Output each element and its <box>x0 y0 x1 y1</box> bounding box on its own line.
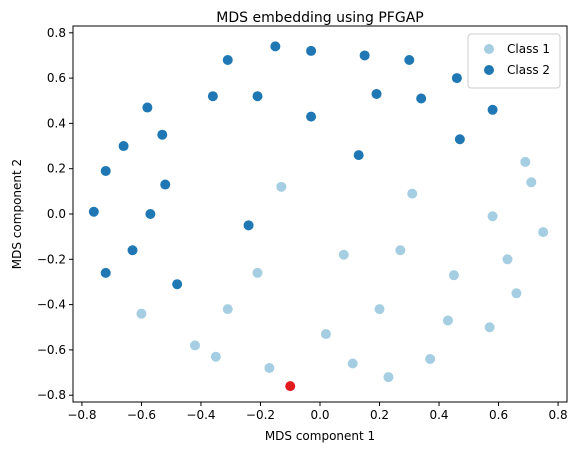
x-tick-label: −0.4 <box>186 408 215 422</box>
data-point-class-1 <box>190 340 201 351</box>
chart-title: MDS embedding using PFGAP <box>216 10 423 26</box>
x-tick-label: −0.8 <box>67 408 96 422</box>
data-point-class-2 <box>416 93 427 104</box>
x-tick-label: 0.0 <box>310 408 329 422</box>
data-point-class-1 <box>383 372 394 383</box>
data-point-class-1 <box>538 227 549 238</box>
data-point-class-1 <box>210 351 221 362</box>
data-point-class-1 <box>511 288 522 299</box>
data-point-class-2 <box>487 104 498 115</box>
data-point-class-2 <box>172 279 183 290</box>
data-point-class-2 <box>88 206 99 217</box>
data-point-class-2 <box>306 111 317 122</box>
x-tick-label: 0.4 <box>429 408 448 422</box>
legend-label-class-1: Class 1 <box>507 42 550 56</box>
data-point-class-2 <box>404 54 415 65</box>
y-tick-label: −0.4 <box>37 298 66 312</box>
data-point-class-1 <box>448 270 459 281</box>
data-point-class-2 <box>306 45 317 56</box>
x-tick-label: −0.2 <box>246 408 275 422</box>
x-tick-label: 0.2 <box>370 408 389 422</box>
data-point-class-1 <box>347 358 358 369</box>
data-point-class-2 <box>142 102 153 113</box>
data-points <box>88 41 549 392</box>
data-point-class-1 <box>264 363 275 374</box>
legend: Class 1 Class 2 <box>467 33 561 89</box>
data-point-class-2 <box>100 267 111 278</box>
data-point-class-1 <box>484 322 495 333</box>
data-point-class-1 <box>395 245 406 256</box>
data-point-class-2 <box>127 245 138 256</box>
data-point-class-2 <box>222 54 233 65</box>
data-point-class-2 <box>371 88 382 99</box>
data-point-class-2 <box>157 129 168 140</box>
legend-marker-class-1 <box>484 44 494 54</box>
y-axis-label: MDS component 2 <box>10 159 24 269</box>
y-tick-label: −0.6 <box>37 343 66 357</box>
y-tick-label: 0.8 <box>47 26 66 40</box>
data-point-class-1 <box>407 188 418 199</box>
data-point-class-1 <box>526 177 537 188</box>
data-point-class-1 <box>338 249 349 260</box>
legend-label-class-2: Class 2 <box>507 63 550 77</box>
data-point-class-2 <box>454 134 465 145</box>
y-tick-label: 0.0 <box>47 207 66 221</box>
data-point-class-2 <box>353 150 364 161</box>
data-point-class-2 <box>270 41 281 52</box>
data-point-class-1 <box>502 254 513 265</box>
y-tick-label: 0.2 <box>47 162 66 176</box>
x-axis: −0.8 −0.6 −0.4 −0.2 0.0 0.2 0.4 0.6 0.8 <box>67 402 568 422</box>
x-tick-label: 0.8 <box>549 408 568 422</box>
y-axis: −0.8 −0.6 −0.4 −0.2 0.0 0.2 0.4 0.6 0.8 <box>37 26 73 402</box>
data-point-class-2 <box>359 50 370 61</box>
y-tick-label: 0.6 <box>47 71 66 85</box>
data-point-class-2 <box>207 91 218 102</box>
data-point-class-2 <box>243 220 254 231</box>
highlight-point <box>285 381 296 392</box>
x-tick-label: 0.6 <box>489 408 508 422</box>
data-point-class-1 <box>487 211 498 222</box>
data-point-class-1 <box>320 329 331 340</box>
data-point-class-1 <box>136 308 147 319</box>
data-point-class-1 <box>520 156 531 167</box>
data-point-class-1 <box>252 267 263 278</box>
data-point-class-2 <box>145 209 156 219</box>
y-tick-label: −0.8 <box>37 388 66 402</box>
y-tick-label: −0.2 <box>37 252 66 266</box>
data-point-class-2 <box>252 91 263 102</box>
data-point-class-1 <box>425 353 436 364</box>
data-point-class-1 <box>276 181 287 192</box>
data-point-class-2 <box>160 179 171 190</box>
data-point-class-2 <box>451 73 462 84</box>
data-point-class-2 <box>100 165 111 176</box>
data-point-class-2 <box>118 141 129 152</box>
data-point-class-1 <box>374 304 385 315</box>
y-tick-label: 0.4 <box>47 116 66 130</box>
data-point-class-1 <box>442 315 453 326</box>
x-tick-label: −0.6 <box>127 408 156 422</box>
legend-marker-class-2 <box>484 65 494 75</box>
x-axis-label: MDS component 1 <box>265 429 375 443</box>
data-point-class-1 <box>222 304 233 315</box>
